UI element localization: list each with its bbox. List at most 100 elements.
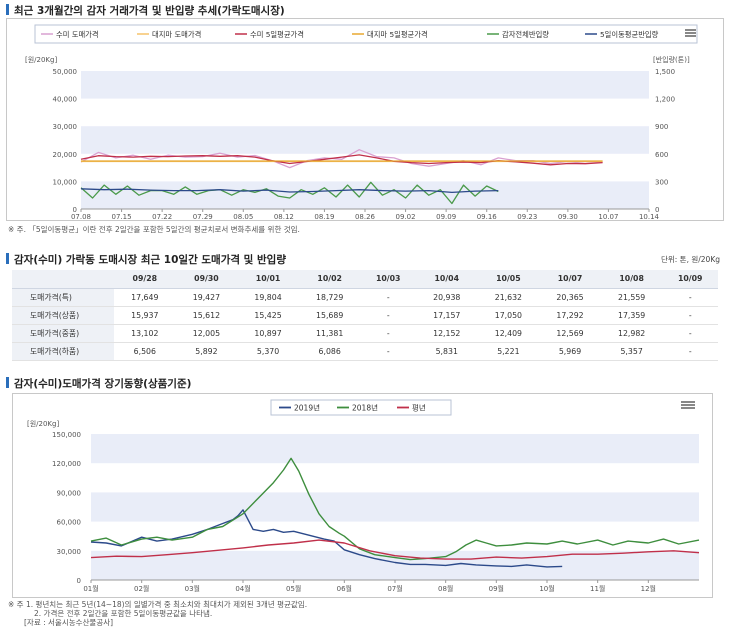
x-tick-label: 09.02 [396,213,416,220]
x-tick-label: 09.09 [436,213,456,220]
table-cell: 6,506 [114,342,176,361]
legend-box [270,399,452,416]
table-cell: 5,831 [415,342,478,361]
table-col-header: 09/28 [114,270,176,289]
table-header-row: 09/28 09/30 10/01 10/02 10/03 10/04 10/05 10/07… [12,270,718,289]
chart2-note-source: [자료 : 서울시농수산물공사] [24,618,114,627]
x-tick-label: 07.15 [112,213,132,220]
table-cell: 13,102 [114,324,176,343]
plot-band [81,71,649,99]
table-cell: 15,689 [298,306,361,325]
y-tick-label-right: 300 [655,178,668,186]
x-tick-label: 07.22 [152,213,172,220]
y-tick-label-left: 10,000 [53,178,78,186]
y-axis-label-right: [반입량(톤)] [653,55,690,64]
table-cell: - [662,306,718,325]
table-cell: 5,969 [539,342,601,361]
y-tick-label-left: 30,000 [53,123,78,131]
table-col-header: 10/04 [415,270,478,289]
legend-entry: 수미 5일평균가격 [250,30,304,39]
y-tick-label-left: 40,000 [53,96,78,104]
table-col-header: 10/09 [662,270,718,289]
chart1-svg: 수미 도매가격 대지마 도매가격 수미 5일평균가격 대지마 5일평균가격 감자전체반입… [25,24,698,221]
chart2-section-title: 감자(수미)도매가격 장기동향(상품기준) [6,376,191,391]
legend-entry: 감자전체반입량 [502,30,549,39]
series-line [90,509,563,568]
x-tick-label: 06월 [337,584,352,593]
chart2-note-2: 2. 가격은 전후 2일간을 포함한 5일이동평균값을 나타냄. [34,609,213,618]
legend-entry: 2019년 [294,403,320,413]
y-tick-label: 150,000 [52,431,81,439]
legend-entry: 5일이동평균반입량 [600,30,659,39]
x-tick-label: 09.30 [558,213,578,220]
x-tick-label: 07.29 [193,213,213,220]
table-cell: 17,649 [114,288,176,307]
chart1-note: ※ 주. 「5일이동평균」이란 전후 2일간을 포함한 5일간의 평균치로서 변… [8,225,300,234]
table-cell: 19,427 [175,288,238,307]
x-tick-label: 09.23 [517,213,537,220]
table-cell: 12,569 [539,324,601,343]
table-cell: 21,559 [600,288,663,307]
chart1-section-title: 최근 3개월간의 감자 거래가격 및 반입량 추세(가락도매시장) [6,3,285,18]
chart1-panel: 수미 도매가격 대지마 도매가격 수미 5일평균가격 대지마 5일평균가격 감자전체반입… [6,18,724,221]
table-cell: - [360,342,416,361]
table-row-label: 도매가격(하품) [12,342,114,361]
chart2-note-1: ※ 주 1. 평년치는 최근 5년(14~18)의 일별가격 중 최소치와 최대… [8,600,308,609]
table-cell: - [360,306,416,325]
table-cell: 19,804 [237,288,299,307]
y-tick-label-right: 0 [655,206,659,214]
table-cell: 12,005 [175,324,238,343]
series-line [90,539,700,560]
table-cell: 21,632 [477,288,540,307]
table-row: 도매가격(중품) 13,102 12,005 10,897 11,381-12,152 1… [12,324,718,343]
y-tick-label-right: 900 [655,123,668,131]
table-cell: 5,370 [237,342,299,361]
table-col-header: 10/05 [477,270,540,289]
table-cell: 18,729 [298,288,361,307]
table-cell: - [360,288,416,307]
x-tick-label: 09월 [489,584,504,593]
table-col-header: 10/02 [298,270,361,289]
table-row-label: 도매가격(특) [12,288,114,307]
x-tick-label: 02월 [134,584,149,593]
table-cell: 5,892 [175,342,238,361]
y-tick-label: 30,000 [57,548,82,556]
x-tick-label: 10.14 [639,213,660,220]
table-row: 도매가격(하품) 6,506 5,892 5,370 6,086-5,831 5,221 5… [12,342,718,361]
table-row: 도매가격(상품) 15,937 15,612 15,425 15,689-17,157 1… [12,306,718,325]
table-cell: 17,050 [477,306,540,325]
legend-entry: 2018년 [352,403,378,413]
legend-entry: 평년 [412,403,426,413]
table-cell: 17,157 [415,306,478,325]
plot-band [81,126,649,154]
table-cell: 20,938 [415,288,478,307]
x-tick-label: 03월 [185,584,200,593]
table-cell: 17,359 [600,306,663,325]
table-cell: 11,381 [298,324,361,343]
table-cell: 12,982 [600,324,663,343]
table-row-label: 도매가격(중품) [12,324,114,343]
x-tick-label: 12월 [641,584,656,593]
table-col-header: 10/03 [360,270,416,289]
table-row: 도매가격(특) 17,649 19,427 19,804 18,729-20,938 21… [12,288,718,307]
table-cell: 12,152 [415,324,478,343]
table-cell: 20,365 [539,288,601,307]
table-cell: - [662,342,718,361]
table-cell: - [360,324,416,343]
chart2-svg: 2019년 2018년 평년 [원/20Kg] 0 30,000 60,000 90,000 1… [27,399,700,593]
table-cell: 17,292 [539,306,601,325]
price-table: 09/28 09/30 10/01 10/02 10/03 10/04 10/05 10/07… [12,270,718,361]
table-cell: - [662,288,718,307]
legend-entry: 대지마 5일평균가격 [367,30,428,39]
y-tick-label-left: 20,000 [53,151,78,159]
y-axis-label: [원/20Kg] [27,419,59,428]
chart2-panel: 2019년 2018년 평년 [원/20Kg] 0 30,000 60,000 90,000 1… [12,393,713,598]
series-line [80,154,603,166]
table-unit: 단위: 톤, 원/20Kg [660,255,720,264]
legend-entry: 대지마 도매가격 [152,30,201,39]
y-tick-label-right: 1,200 [655,96,675,104]
plot-band [91,492,699,522]
table-col-header: 10/01 [237,270,299,289]
x-tick-label: 05월 [286,584,301,593]
y-tick-label-right: 1,500 [655,68,675,76]
